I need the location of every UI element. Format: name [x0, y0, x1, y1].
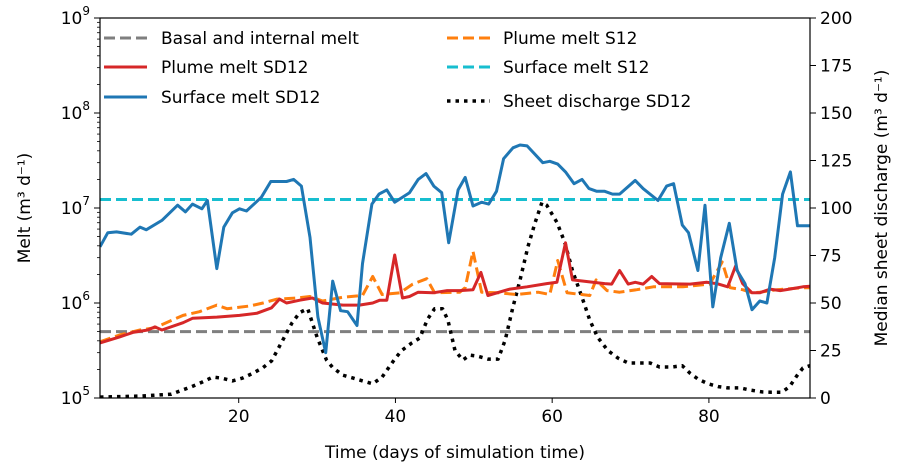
- series-line-sheet-discharge-sd12: [100, 200, 810, 398]
- legend-label-plume-sd12: Plume melt SD12: [161, 58, 309, 78]
- y-right-tick-label: 50: [820, 294, 842, 314]
- x-axis-label: Time (days of simulation time): [324, 443, 585, 463]
- y-tick-label: 105: [61, 384, 90, 409]
- x-tick-label: 20: [228, 407, 250, 427]
- y-right-tick-label: 25: [820, 342, 842, 362]
- x-tick-label: 60: [541, 407, 563, 427]
- series-line-plume-melt-sd12: [100, 241, 810, 345]
- y-tick-label: 107: [61, 194, 90, 219]
- y-tick-label: 108: [61, 99, 90, 124]
- legend-label-basal: Basal and internal melt: [161, 29, 359, 49]
- y-right-tick-label: 125: [820, 152, 852, 172]
- x-tick-label: 80: [698, 407, 720, 427]
- y-right-tick-label: 100: [820, 199, 852, 219]
- y-right-tick-label: 200: [820, 9, 852, 29]
- y-right-tick-label: 150: [820, 104, 852, 124]
- y-right-tick-label: 0: [820, 389, 831, 409]
- y-right-tick-label: 175: [820, 57, 852, 77]
- series-line-plume-melt-s12: [100, 249, 810, 344]
- legend-label-sheet-discharge: Sheet discharge SD12: [503, 92, 691, 112]
- legend-label-plume-s12: Plume melt S12: [503, 29, 637, 49]
- y-tick-label: 109: [61, 4, 90, 29]
- legend-label-surface-sd12: Surface melt SD12: [161, 88, 321, 108]
- series-line-surface-melt-sd12: [100, 143, 810, 355]
- plot-marks: [100, 143, 810, 398]
- y-axis-right-label: Median sheet discharge (m³ d⁻¹): [872, 70, 892, 347]
- x-tick-label: 40: [385, 407, 407, 427]
- legend-label-surface-s12: Surface melt S12: [503, 58, 649, 78]
- legend: Basal and internal melt Plume melt SD12 …: [104, 29, 691, 112]
- y-right-tick-label: 75: [820, 247, 842, 267]
- y-tick-label: 106: [61, 289, 90, 314]
- y-axis-label: Melt (m³ d⁻¹): [15, 153, 35, 264]
